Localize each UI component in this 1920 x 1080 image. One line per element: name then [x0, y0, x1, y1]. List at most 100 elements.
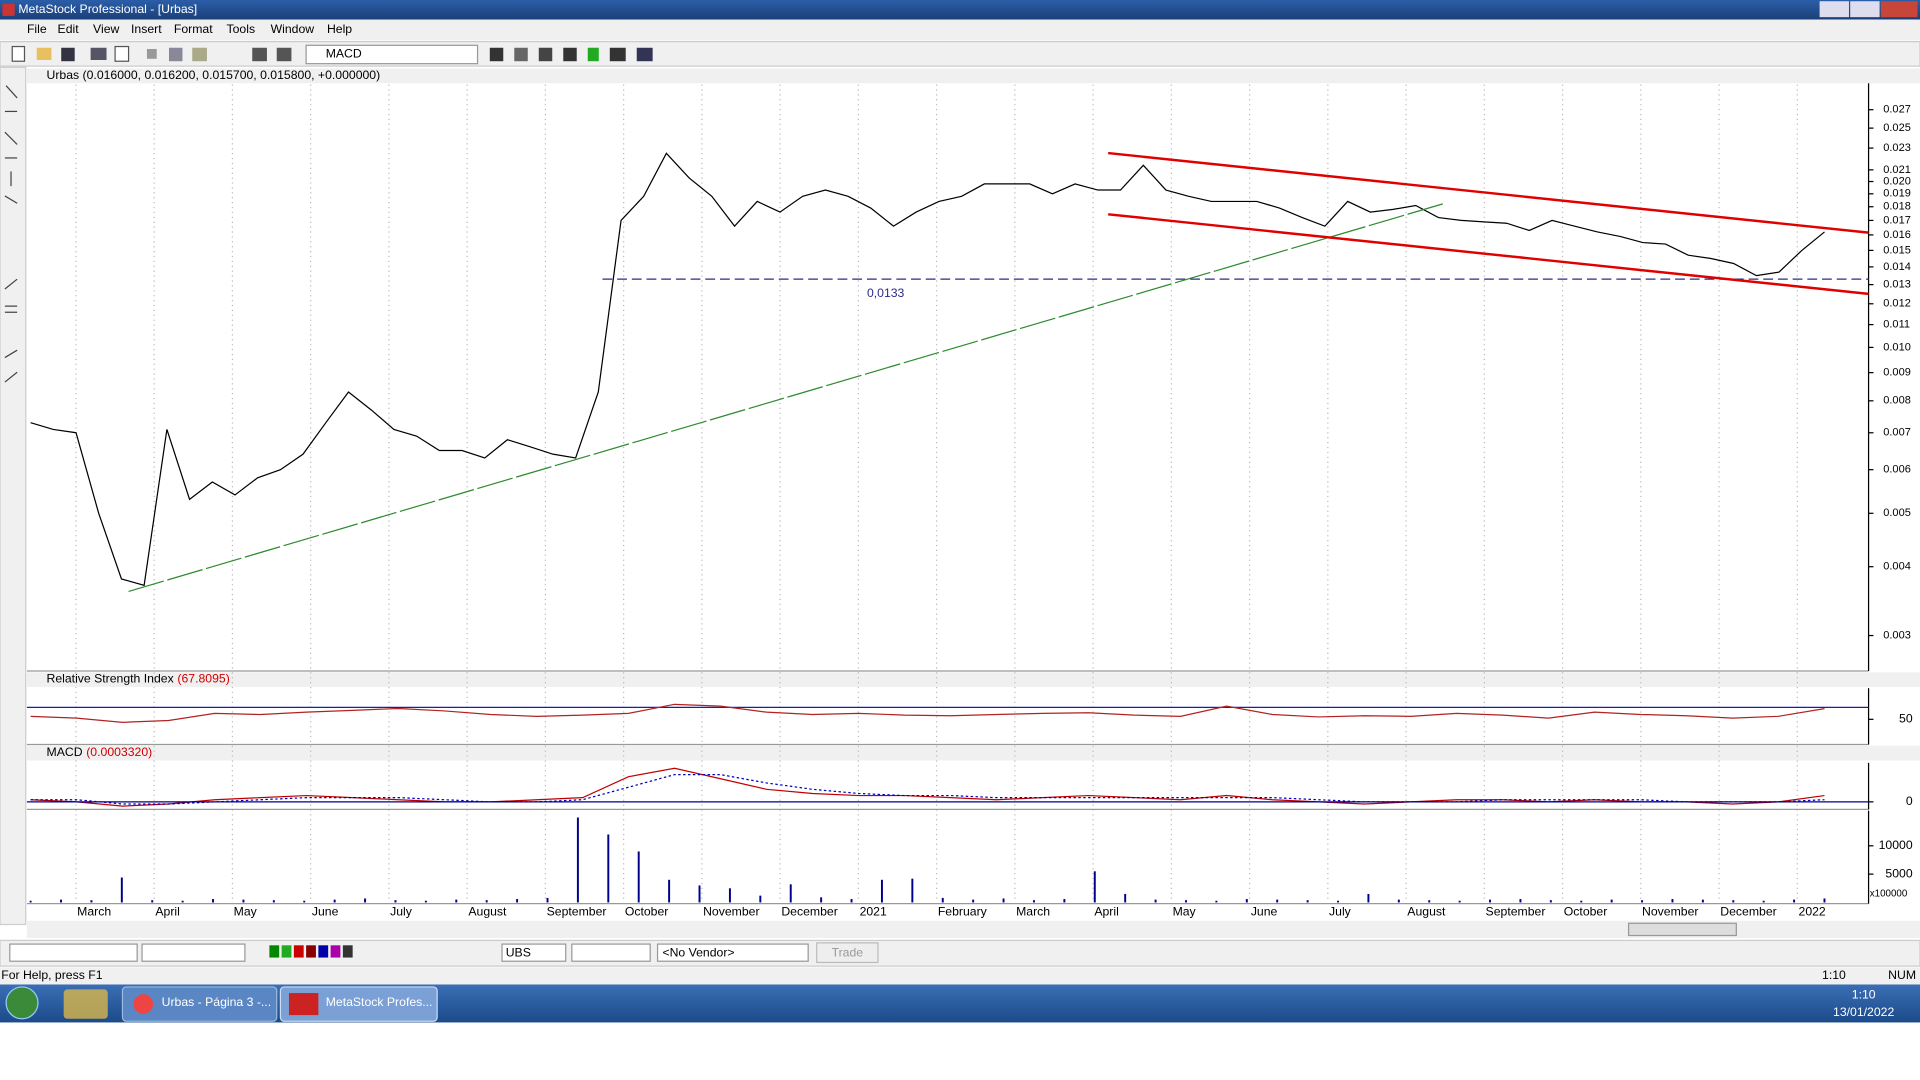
- x-tick-label: May: [234, 904, 258, 918]
- start-button[interactable]: [5, 986, 39, 1020]
- x-tick-label: May: [1173, 904, 1197, 918]
- volume-bar: [607, 834, 610, 903]
- volume-bar: [1215, 900, 1218, 903]
- volume-bar: [394, 900, 397, 903]
- volume-bar: [1519, 899, 1522, 903]
- volume-bar: [1032, 900, 1035, 903]
- status-bar: [0, 967, 1920, 985]
- menus: File Edit View Insert Format Tools Window Help: [27, 22, 352, 36]
- menu-item[interactable]: Window: [271, 22, 315, 36]
- volume-bar: [941, 897, 944, 903]
- y-tick-label: 0.010: [1883, 341, 1911, 353]
- drawings: [128, 151, 1869, 593]
- volume-bar: [972, 899, 975, 903]
- x-tick-label: 2022: [1799, 904, 1826, 918]
- channel-upper: [1108, 151, 1869, 234]
- volume-bar: [272, 900, 275, 903]
- line-width-combo[interactable]: [141, 943, 246, 962]
- y-tick-label: 0: [1906, 794, 1913, 808]
- vendor-text: <No Vendor>: [662, 945, 734, 959]
- channel-lower: [1108, 213, 1869, 296]
- volume-bar: [911, 878, 914, 903]
- indicator-line: [30, 767, 1825, 807]
- y-tick-label: 0.017: [1883, 214, 1911, 226]
- y-tick-label: 0.007: [1883, 427, 1911, 439]
- line-style-combo[interactable]: [9, 943, 138, 962]
- task-button[interactable]: [121, 986, 278, 1022]
- indicator-combo-text: MACD: [326, 47, 362, 61]
- menu-item[interactable]: Help: [327, 22, 352, 36]
- maximize-button[interactable]: [1850, 1, 1880, 18]
- volume-bar: [60, 899, 62, 903]
- chart-window: [0, 67, 1920, 925]
- toolbar-icons: [11, 45, 653, 62]
- volume-bar: [516, 899, 519, 903]
- menu-item[interactable]: Format: [174, 22, 213, 36]
- color-palette[interactable]: [269, 945, 353, 958]
- y-tick-label: 0.013: [1883, 279, 1911, 291]
- volume-bar: [1397, 899, 1400, 903]
- app-icon: [2, 3, 15, 16]
- volume-bar: [1185, 900, 1187, 903]
- x-tick-label: July: [1329, 904, 1352, 918]
- volume-bar: [820, 897, 823, 903]
- trade-button[interactable]: [816, 942, 879, 964]
- volume-bar: [850, 899, 853, 903]
- task-button[interactable]: [279, 986, 438, 1022]
- x-tick-label: December: [1720, 904, 1776, 918]
- panel-headers: [26, 68, 1920, 761]
- explorer-button[interactable]: [63, 989, 108, 1019]
- volume-bar: [668, 879, 671, 903]
- menu-item[interactable]: Tools: [227, 22, 256, 36]
- x-tick-label: November: [703, 904, 759, 918]
- volume-bar: [1002, 898, 1005, 903]
- y-tick-label: 0.023: [1883, 142, 1911, 154]
- x-tick-label: March: [1016, 904, 1050, 918]
- y-tick-label: 0.014: [1883, 261, 1911, 273]
- menu-item[interactable]: Edit: [58, 22, 80, 36]
- volume-bar: [1549, 900, 1552, 903]
- scroll-thumb[interactable]: [1627, 922, 1737, 937]
- y-tick-label: 0.016: [1883, 229, 1911, 241]
- volume-bar: [485, 900, 488, 903]
- close-button[interactable]: [1880, 1, 1918, 18]
- drawing-tools: [0, 66, 27, 926]
- indicator-combo[interactable]: [305, 44, 479, 65]
- menu-item[interactable]: View: [93, 22, 119, 36]
- chrome-icon: [133, 994, 154, 1014]
- scrollbar[interactable]: [26, 920, 1920, 938]
- trend-line: [128, 202, 1446, 593]
- volume-bar: [424, 900, 427, 903]
- task-label: Urbas - Página 3 -...: [162, 995, 271, 1009]
- volume-bar: [789, 884, 792, 903]
- volume-bar: [1367, 893, 1370, 903]
- symbol-box[interactable]: [501, 943, 567, 962]
- minimize-button[interactable]: [1819, 1, 1849, 18]
- annotation-label: 0,0133: [867, 286, 905, 300]
- panel-name: Relative Strength Index: [47, 672, 174, 686]
- x-tick-label: August: [468, 904, 507, 918]
- volume-bar: [759, 895, 762, 903]
- panel-title: MACD (0.0003320): [47, 745, 153, 759]
- panel-name: Urbas (0.016000, 0.016200, 0.015700, 0.0…: [47, 68, 381, 82]
- y-tick-label: 0.005: [1883, 507, 1911, 519]
- volume-bar: [1154, 899, 1157, 903]
- volume-bar: [455, 899, 458, 903]
- volume-bar: [333, 899, 336, 903]
- price-line: [30, 152, 1825, 587]
- y-tick-label: 0.011: [1883, 319, 1910, 331]
- y-tick-label: 0.018: [1883, 201, 1911, 213]
- trade-button-text: Trade: [832, 945, 864, 959]
- x-tick-label: October: [625, 904, 669, 918]
- menu-item[interactable]: File: [27, 22, 47, 36]
- indicator-line: [30, 774, 1825, 805]
- volume-bar: [29, 900, 32, 903]
- period-combo[interactable]: [571, 943, 651, 962]
- panel-header: [26, 672, 1920, 687]
- y-tick-label: 10000: [1879, 838, 1913, 852]
- vendor-combo[interactable]: [656, 943, 809, 962]
- volume-bar: [637, 851, 640, 903]
- volume-bar: [364, 898, 367, 903]
- menu-item[interactable]: Insert: [131, 22, 162, 36]
